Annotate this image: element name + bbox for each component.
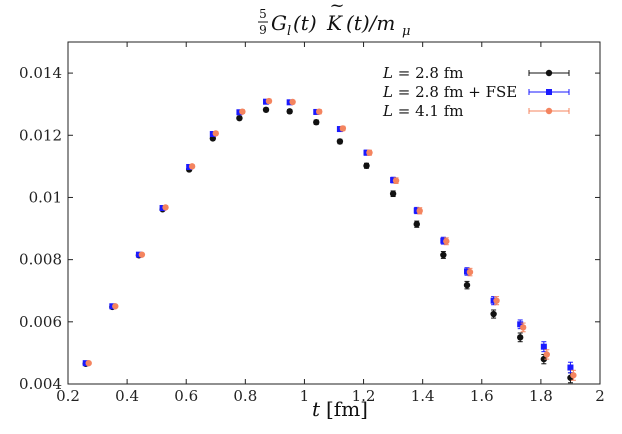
title-kernel-tilde: ~ — [329, 0, 344, 16]
data-point — [339, 125, 347, 132]
x-tick-label: 1.2 — [352, 387, 376, 405]
title-frac-num: 5 — [259, 7, 267, 21]
legend-symbol-2 — [528, 89, 570, 95]
title-sub-l: l — [287, 24, 291, 39]
legend-entry-2: L = 2.8 fm + FSE — [382, 83, 570, 101]
title-kernel: K — [326, 11, 343, 35]
x-tick-label: 0.4 — [115, 387, 139, 405]
data-point — [336, 138, 344, 145]
data-point — [567, 364, 574, 371]
chart-title: 5 9 G l (t) ~ K (t)/m μ — [258, 0, 410, 39]
legend-label-1: = 2.8 fm — [393, 64, 464, 82]
data-point — [239, 108, 246, 115]
x-axis-label-unit: [fm] — [326, 397, 368, 421]
data-point — [366, 149, 373, 156]
data-point — [493, 297, 500, 304]
x-tick-label: 1.4 — [411, 387, 435, 405]
data-point — [162, 204, 169, 211]
legend-marker — [546, 89, 552, 95]
data-point — [265, 97, 273, 105]
x-tick-label: 1 — [300, 387, 310, 405]
x-axis-label-var: t — [312, 397, 321, 421]
title-g: G — [271, 11, 287, 35]
data-point — [188, 163, 196, 170]
x-axis-label: t [fm] — [312, 397, 368, 421]
plot-frame — [67, 41, 601, 385]
data-point — [540, 343, 547, 350]
series-2 — [82, 98, 574, 374]
data-point — [392, 177, 400, 184]
x-tick-label: 1.6 — [470, 387, 494, 405]
series-1 — [82, 106, 574, 384]
title-paren-t2: (t)/m — [346, 11, 395, 35]
x-tick-label: 0.6 — [174, 387, 198, 405]
y-tick-label: 0.014 — [19, 64, 62, 82]
y-tick-label: 0.006 — [19, 313, 62, 331]
data-point — [413, 220, 420, 228]
data-point — [363, 162, 370, 169]
y-tick-label: 0.008 — [19, 251, 62, 269]
data-point — [236, 114, 243, 122]
legend: L = 2.8 fm L = 2.8 fm + FSE L = 4.1 fm — [382, 64, 570, 120]
axes: 0.2 0.4 0.6 0.8 1 1.2 1.4 1.6 1.8 2 0.004 0.006 0.00… — [19, 42, 605, 405]
data-point — [289, 98, 296, 106]
data-point — [313, 119, 320, 126]
data-point — [416, 207, 423, 215]
legend-var-2: L — [382, 83, 393, 101]
data-point — [286, 108, 293, 115]
x-tick-label: 0.2 — [56, 387, 80, 405]
x-tick-label: 0.8 — [233, 387, 257, 405]
series-layer — [82, 97, 577, 384]
data-point — [490, 310, 497, 318]
legend-entry-3: L = 4.1 fm — [382, 102, 570, 120]
data-point — [389, 190, 397, 197]
legend-marker — [545, 69, 553, 77]
data-point — [138, 251, 146, 258]
data-point — [212, 130, 219, 137]
legend-symbol-1 — [528, 69, 570, 77]
legend-entry-1: L = 2.8 fm — [382, 64, 570, 82]
data-point — [443, 238, 450, 245]
y-tick-label: 0.01 — [29, 188, 62, 206]
data-point — [112, 303, 119, 310]
y-tick-label: 0.012 — [19, 126, 62, 144]
data-point — [463, 281, 471, 289]
data-point — [316, 108, 323, 115]
data-point — [540, 355, 548, 363]
legend-marker — [545, 107, 553, 115]
data-point — [262, 106, 270, 113]
title-frac-den: 9 — [259, 23, 267, 37]
data-point — [517, 334, 524, 341]
data-point — [440, 251, 447, 259]
data-point — [543, 351, 550, 358]
title-sub-mu: μ — [402, 24, 410, 39]
data-point — [517, 321, 524, 328]
legend-var-1: L — [382, 64, 393, 82]
title-paren-t1: (t) — [293, 11, 317, 35]
series-3 — [85, 97, 577, 381]
data-point — [466, 268, 474, 276]
legend-label-3: = 4.1 fm — [393, 102, 464, 120]
legend-label-2: = 2.8 fm + FSE — [393, 83, 517, 101]
y-tick-label: 0.004 — [19, 375, 62, 393]
data-point — [519, 324, 527, 331]
x-tick-label: 2 — [595, 387, 605, 405]
legend-var-3: L — [382, 102, 393, 120]
data-point — [85, 359, 92, 367]
x-tick-label: 1.8 — [529, 387, 553, 405]
data-point — [570, 372, 577, 379]
legend-symbol-3 — [528, 107, 570, 115]
